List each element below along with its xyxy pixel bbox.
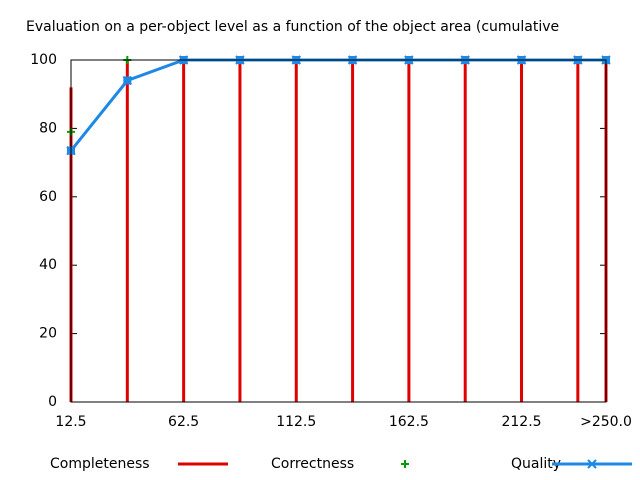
x-tick-label: >250.0 [580,414,632,430]
y-tick-label: 40 [39,257,57,273]
point-marker [235,55,245,65]
x-tick-label: 212.5 [501,414,541,430]
y-tick-label: 60 [39,189,57,205]
point-marker [122,75,133,86]
y-tick-label: 80 [39,120,57,136]
plot-border [70,59,607,403]
legend-swatch [401,460,409,468]
legend-swatch [587,459,597,469]
y-tick-label: 0 [48,394,57,410]
x-tick-label: 12.5 [55,414,86,430]
legend-label: Correctness [271,456,354,472]
chart-title: Evaluation on a per-object level as a fu… [26,19,559,35]
x-tick-label: 162.5 [389,414,429,430]
legend-label: Completeness [50,456,150,472]
x-tick-label: 112.5 [276,414,316,430]
y-tick-label: 20 [39,326,57,342]
x-tick-label: 62.5 [168,414,199,430]
y-tick-label: 100 [30,52,57,68]
legend-label: Quality [511,456,561,472]
